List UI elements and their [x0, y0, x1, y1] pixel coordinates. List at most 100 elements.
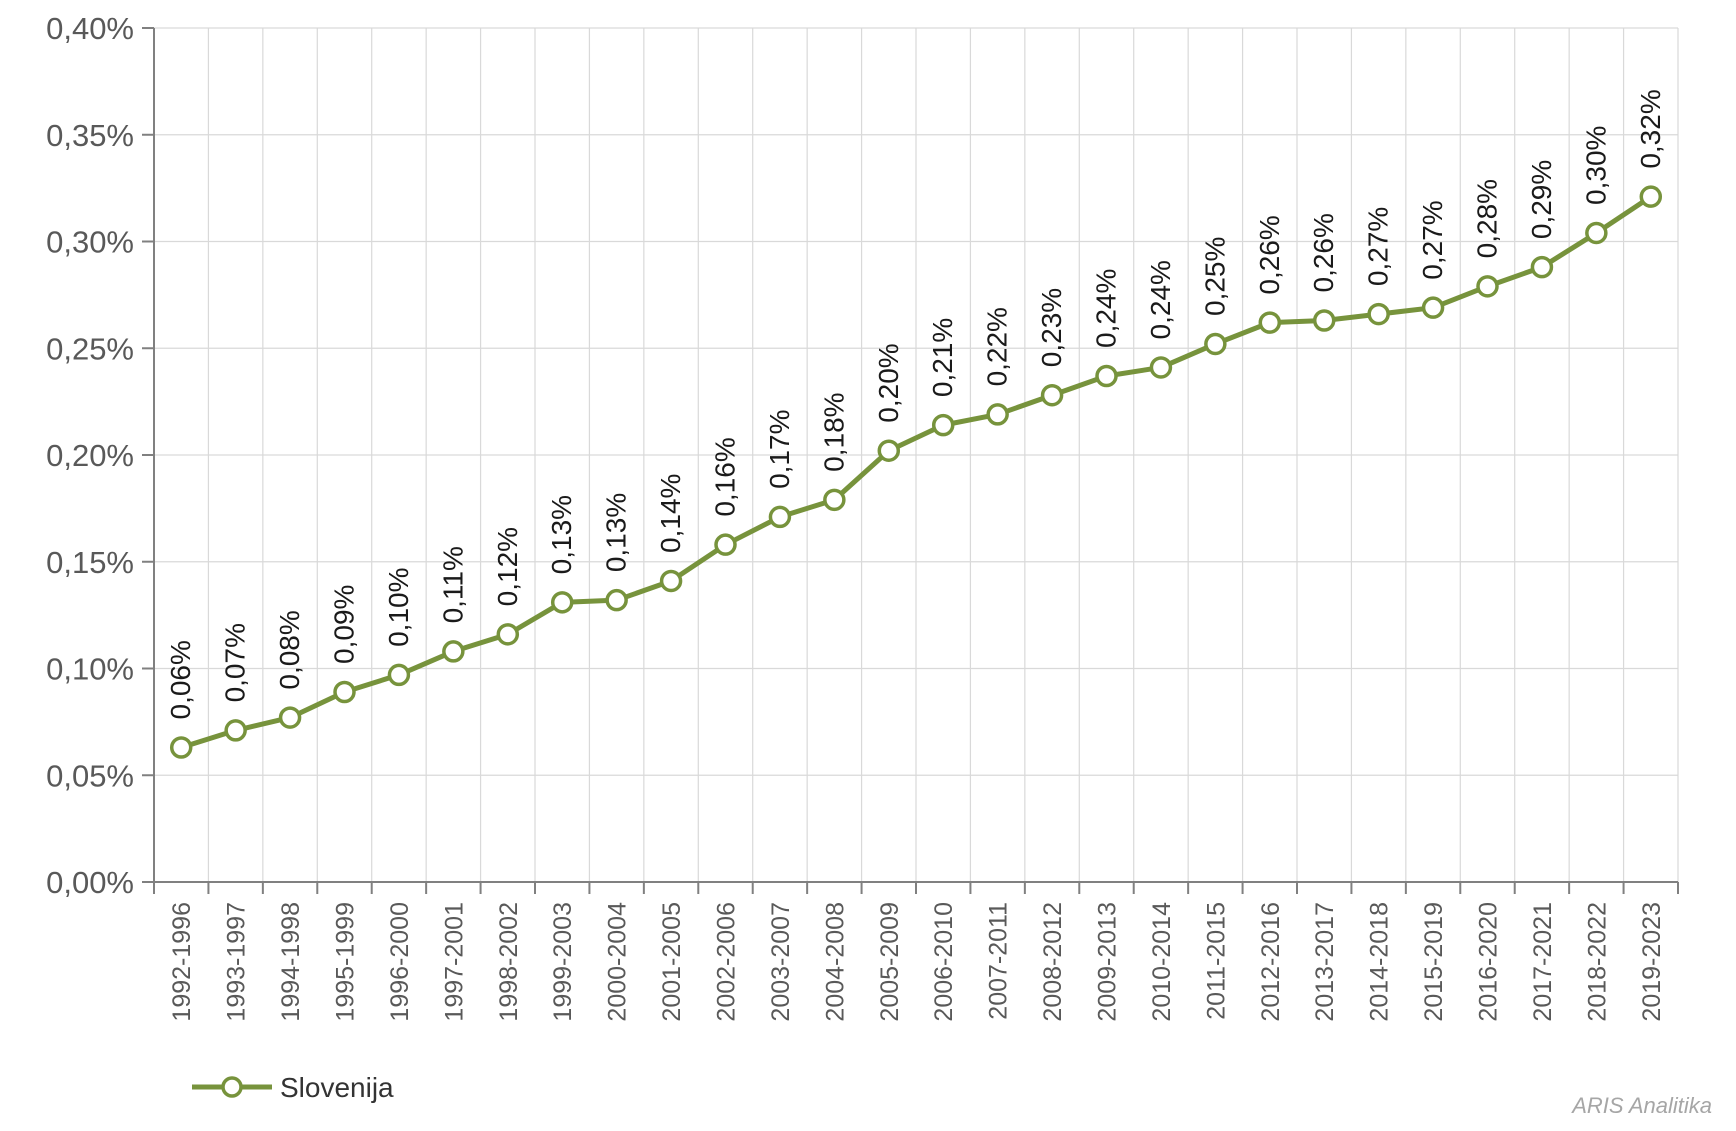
y-tick-label: 0,10%	[46, 652, 134, 687]
data-label: 0,21%	[927, 318, 958, 397]
data-label: 0,16%	[710, 437, 741, 516]
legend-marker-slovenija	[221, 1076, 243, 1098]
data-point	[169, 736, 193, 759]
x-tick-label: 2000-2004	[604, 902, 632, 1022]
data-label: 0,09%	[329, 585, 360, 664]
x-tick-label: 1994-1998	[277, 902, 305, 1022]
data-point	[659, 569, 683, 593]
x-tick-label: 2011-2015	[1202, 902, 1230, 1020]
x-tick-label: 1993-1997	[223, 902, 251, 1022]
data-label: 0,27%	[1417, 200, 1448, 279]
data-point	[496, 623, 520, 646]
data-point	[1476, 275, 1499, 298]
y-tick-label: 0,20%	[46, 438, 134, 473]
x-tick-label: 1992-1996	[168, 902, 196, 1022]
x-tick-label: 2012-2016	[1257, 902, 1285, 1022]
data-label: 0,17%	[764, 410, 795, 489]
data-label: 0,30%	[1580, 126, 1611, 205]
y-tick-label: 0,30%	[46, 225, 134, 260]
data-label: 0,13%	[546, 495, 577, 574]
y-tick-label: 0,40%	[46, 11, 134, 46]
data-label: 0,14%	[655, 474, 686, 553]
data-point	[1639, 185, 1663, 208]
data-label: 0,06%	[165, 640, 196, 719]
y-tick-label: 0,25%	[46, 331, 134, 366]
data-labels: 0,06% 0,07% 0,08% 0,09% 0,10% 0,11% 0,12% 0,13%…	[165, 89, 1666, 719]
data-label: 0,32%	[1635, 89, 1666, 168]
data-point	[986, 403, 1009, 426]
x-tick-label: 2009-2013	[1094, 902, 1122, 1022]
x-tick-label: 2017-2021	[1529, 902, 1557, 1022]
y-tick-label: 0,15%	[46, 545, 134, 580]
watermark: ARIS Analitika	[1570, 1093, 1712, 1118]
data-label: 0,24%	[1091, 269, 1122, 348]
data-point	[877, 439, 901, 462]
data-point	[1312, 309, 1336, 332]
data-point	[605, 588, 628, 612]
data-point	[1367, 302, 1390, 326]
data-label: 0,28%	[1472, 179, 1503, 258]
data-point	[823, 488, 846, 512]
data-label: 0,26%	[1308, 213, 1339, 292]
data-point	[442, 640, 465, 663]
axes	[142, 27, 1679, 894]
data-point	[1149, 356, 1173, 379]
data-point	[387, 663, 411, 687]
x-tick-label: 2013-2017	[1311, 902, 1339, 1022]
data-label: 0,13%	[601, 493, 632, 572]
x-tick-label: 1995-1999	[332, 902, 360, 1022]
x-tick-label: 2010-2014	[1148, 902, 1176, 1022]
data-point	[1095, 364, 1118, 388]
data-label: 0,27%	[1363, 207, 1394, 286]
data-point	[1421, 296, 1445, 319]
data-point	[931, 413, 955, 437]
x-tick-label: 2008-2012	[1039, 902, 1067, 1022]
data-label: 0,22%	[982, 307, 1013, 386]
data-label: 0,11%	[437, 546, 468, 623]
x-tick-label: 2019-2023	[1638, 902, 1666, 1022]
data-point	[1040, 383, 1064, 407]
legend-label-slovenija: Slovenija	[280, 1072, 394, 1103]
x-tick-label: 2015-2019	[1420, 902, 1448, 1022]
data-label: 0,08%	[274, 610, 305, 689]
data-label: 0,25%	[1199, 237, 1230, 316]
data-label: 0,26%	[1254, 215, 1285, 294]
x-tick-label: 2007-2011	[985, 902, 1013, 1020]
x-tick-label: 2004-2008	[821, 902, 849, 1022]
x-axis-tick-labels: 1992-1996 1993-1997 1994-1998 1995-1999 1996…	[168, 902, 1666, 1022]
data-label: 0,07%	[220, 623, 251, 702]
data-label: 0,12%	[492, 527, 523, 606]
series-line	[180, 194, 1653, 750]
data-point	[714, 533, 737, 556]
data-point	[278, 706, 302, 729]
grid-lines	[154, 27, 1679, 882]
x-tick-label: 2014-2018	[1366, 902, 1394, 1022]
data-point	[1530, 255, 1554, 279]
y-axis-tick-labels: 0,00% 0,05% 0,10% 0,15% 0,20% 0,25% 0,30% 0,35%…	[46, 11, 134, 900]
data-point	[768, 505, 792, 529]
data-label: 0,24%	[1145, 260, 1176, 339]
x-tick-label: 1999-2003	[549, 902, 577, 1022]
x-tick-label: 1997-2001	[440, 902, 468, 1022]
data-label: 0,10%	[383, 567, 414, 646]
y-tick-label: 0,00%	[46, 865, 134, 900]
y-tick-label: 0,35%	[46, 118, 134, 153]
x-tick-label: 2002-2006	[713, 902, 741, 1022]
data-point	[333, 680, 356, 704]
y-tick-label: 0,05%	[46, 758, 134, 793]
data-point	[1258, 311, 1282, 334]
x-tick-label: 1998-2002	[495, 902, 523, 1022]
x-tick-label: 1996-2000	[386, 902, 414, 1022]
data-point	[1204, 332, 1227, 356]
data-point	[550, 591, 574, 614]
data-label: 0,29%	[1526, 160, 1557, 239]
data-point	[224, 719, 247, 742]
x-tick-label: 2003-2007	[767, 902, 795, 1022]
data-label: 0,18%	[818, 392, 849, 471]
data-point	[1585, 221, 1608, 245]
x-tick-label: 2018-2022	[1583, 902, 1611, 1022]
series-slovenija	[169, 185, 1663, 759]
x-tick-label: 2006-2010	[930, 902, 958, 1022]
data-label: 0,20%	[873, 343, 904, 422]
